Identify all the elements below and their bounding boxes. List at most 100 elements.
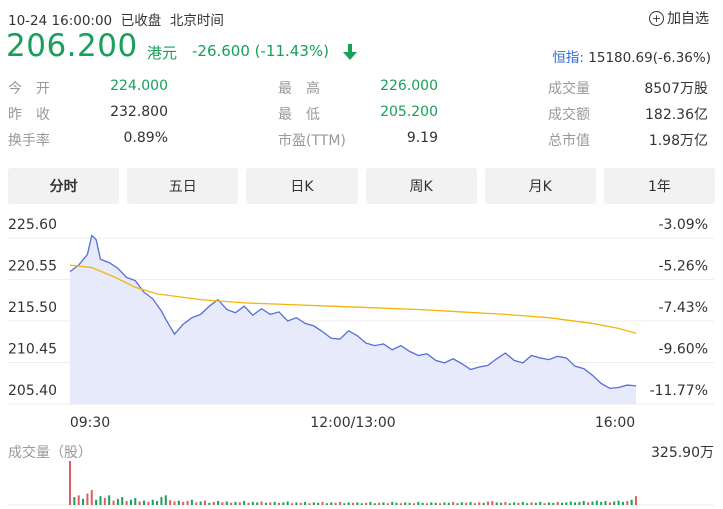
volume-bar	[473, 503, 476, 505]
volume-bar	[552, 502, 555, 505]
volume-bar	[578, 501, 581, 505]
volume-bar	[90, 490, 93, 505]
y-left-tick: 225.60	[8, 217, 57, 233]
stat-value: 205.200	[380, 104, 438, 120]
stat-value: 0.89%	[123, 130, 168, 146]
volume-bar	[491, 501, 494, 505]
volume-bar	[373, 503, 376, 505]
volume-bar	[526, 503, 529, 505]
volume-bar	[530, 502, 533, 505]
volume-bar	[77, 495, 80, 505]
volume-bar	[112, 500, 115, 505]
volume-bar	[508, 503, 511, 505]
volume-bar	[635, 496, 637, 505]
y-left-tick: 220.55	[8, 259, 57, 275]
volume-bar	[452, 501, 455, 505]
volume-bar	[539, 501, 542, 505]
volume-bar	[621, 501, 624, 505]
volume-bar	[617, 500, 620, 505]
volume-bar	[282, 502, 285, 505]
volume-bar	[121, 497, 124, 505]
volume-bar	[147, 501, 150, 505]
volume-bar	[295, 502, 298, 505]
volume-bar	[626, 501, 629, 505]
volume-bar	[382, 502, 385, 505]
volume-bar	[182, 501, 185, 505]
stat-value: 1.98万亿	[648, 133, 708, 149]
tab-5[interactable]: 1年	[603, 168, 716, 204]
volume-bar	[312, 502, 315, 505]
stat-label: 成交量	[548, 81, 590, 97]
stat-label: 最 高	[278, 81, 320, 97]
volume-bar	[391, 501, 394, 505]
hsi-index-value: 15180.69(-6.36%)	[588, 50, 711, 66]
volume-bar	[386, 503, 389, 505]
average-line	[69, 264, 637, 334]
volume-bar	[521, 501, 524, 505]
volume-bar	[243, 501, 246, 505]
volume-bar	[352, 502, 354, 505]
volume-bar	[238, 502, 241, 505]
stat-value: 232.800	[110, 104, 168, 120]
volume-bar	[547, 502, 550, 505]
stat-value: 9.19	[406, 130, 438, 146]
volume-bar	[338, 501, 341, 505]
volume-bar	[478, 502, 481, 505]
volume-bar	[426, 503, 429, 505]
volume-bar	[247, 502, 250, 505]
volume-bar	[439, 503, 442, 505]
tab-3[interactable]: 周K	[365, 168, 477, 204]
volume-bar	[256, 502, 259, 505]
volume-bar	[465, 502, 468, 505]
volume-bar	[321, 501, 324, 505]
tab-2[interactable]: 日K	[246, 168, 358, 204]
volume-bar	[221, 502, 224, 505]
add-watchlist-label: 加自选	[667, 11, 709, 27]
hsi-index[interactable]: 恒指: 15180.69(-6.36%)	[552, 46, 711, 66]
volume-bar	[169, 500, 172, 505]
volume-bar	[95, 499, 98, 505]
volume-bar	[565, 502, 568, 505]
volume-bar	[269, 502, 272, 505]
volume-bar	[613, 501, 616, 505]
tab-4[interactable]: 月K	[484, 168, 596, 204]
volume-bar	[190, 499, 193, 505]
stat-label: 今 开	[8, 81, 50, 97]
volume-bar	[73, 497, 76, 505]
volume-label: 成交量（股）	[8, 444, 92, 461]
market-status: 已收盘	[120, 13, 162, 29]
volume-bar	[116, 498, 119, 505]
y-right-tick: -3.09%	[658, 217, 708, 233]
volume-bar	[595, 500, 598, 505]
volume-bar	[482, 502, 485, 505]
volume-bar	[234, 501, 237, 505]
volume-bar	[299, 502, 302, 505]
volume-bar	[225, 501, 228, 505]
volume-bar	[291, 503, 294, 505]
volume-bar	[404, 502, 407, 505]
volume-bar	[330, 502, 333, 505]
volume-bar	[587, 502, 590, 505]
volume-bar	[443, 502, 446, 505]
volume-bar	[543, 503, 546, 505]
price-area	[70, 235, 636, 404]
volume-bar	[308, 503, 311, 505]
plus-circle-icon: +	[649, 10, 664, 26]
volume-bar	[286, 501, 289, 505]
volume-bar	[177, 500, 180, 505]
volume-bar	[604, 501, 607, 505]
volume-bar	[69, 461, 71, 505]
stat-value: 8507万股	[644, 81, 708, 97]
volume-bar	[500, 502, 503, 505]
tab-1[interactable]: 五日	[127, 168, 239, 204]
volume-bar	[86, 493, 89, 505]
volume-bar	[456, 503, 459, 505]
volume-bar	[360, 503, 363, 505]
stat-label: 总市值	[548, 133, 590, 149]
currency-label: 港元	[147, 44, 178, 62]
volume-bar	[325, 503, 328, 505]
tab-0[interactable]: 分时	[8, 168, 120, 204]
volume-bar	[334, 502, 337, 505]
add-watchlist-button[interactable]: + 加自选	[649, 8, 709, 28]
y-left-tick: 210.45	[8, 342, 57, 358]
